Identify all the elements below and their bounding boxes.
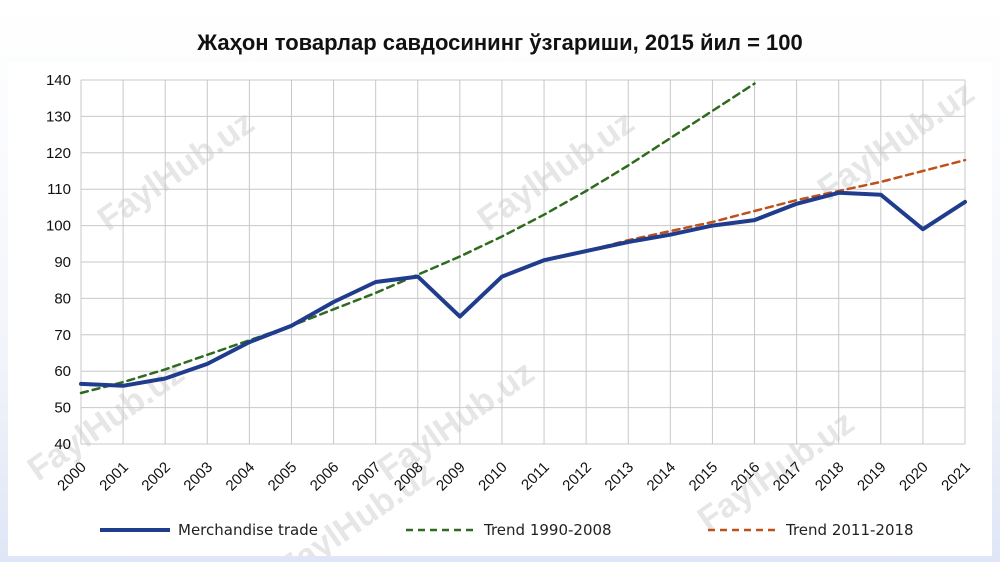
x-tick-label: 2001 [96,459,132,495]
legend-label: Trend 1990-2008 [483,521,612,539]
line-chart: FaylHub.uz FaylHub.uz FaylHub.uzFaylHub.uz… [21,72,981,556]
legend-label: Trend 2011-2018 [785,521,914,539]
x-tick-label: 2004 [223,459,259,495]
x-tick-label: 2009 [433,459,469,495]
legend-label: Merchandise trade [178,521,318,539]
x-tick-label: 2013 [601,459,637,495]
x-tick-label: 2014 [644,459,680,495]
watermark-text: FaylHub.uz [91,103,261,238]
series-line-0 [79,190,967,388]
y-tick-label: 110 [47,181,71,198]
y-tick-label: 130 [46,108,71,125]
x-tick-label: 2002 [138,459,174,495]
x-tick-label: 2020 [896,459,932,495]
y-tick-label: 40 [54,436,71,453]
x-tick-label: 2011 [518,459,553,494]
x-tick-label: 2003 [180,459,216,495]
chart-panel: FaylHub.uz FaylHub.uz FaylHub.uz FaylHub.uz… [8,62,992,556]
gridlines [80,79,966,445]
chart-title: Жаҳон товарлар савдосининг ўзгариши, 201… [197,30,803,55]
legend: Merchandise trade Trend 1990-2008 Trend 20… [100,521,914,539]
y-axis-ticks: 40 50 60 70 80 90 100 110 120 130 140 [46,72,71,453]
x-tick-label: 2005 [265,459,301,495]
watermark-text: FaylHub.uz [811,73,981,208]
y-tick-label: 70 [54,327,71,344]
x-tick-label: 2019 [854,459,890,495]
y-tick-label: 50 [54,400,71,417]
series-layer [79,82,967,395]
y-tick-label: 90 [54,254,71,271]
x-axis-ticks: 2000 2001 2002 2003 2004 2005 2006 2007 2008 2009… [54,459,974,495]
x-tick-label: 2021 [938,459,974,495]
x-tick-label: 2010 [475,459,511,495]
y-tick-label: 120 [46,145,71,162]
x-tick-label: 2012 [559,459,595,495]
x-tick-label: 2006 [307,459,343,495]
y-tick-label: 100 [46,218,71,235]
series-line-1 [79,82,756,395]
watermark-text: FaylHub.uz [471,103,641,238]
y-tick-label: 80 [54,290,71,307]
y-tick-label: 140 [46,72,71,89]
y-tick-label: 60 [54,363,71,380]
